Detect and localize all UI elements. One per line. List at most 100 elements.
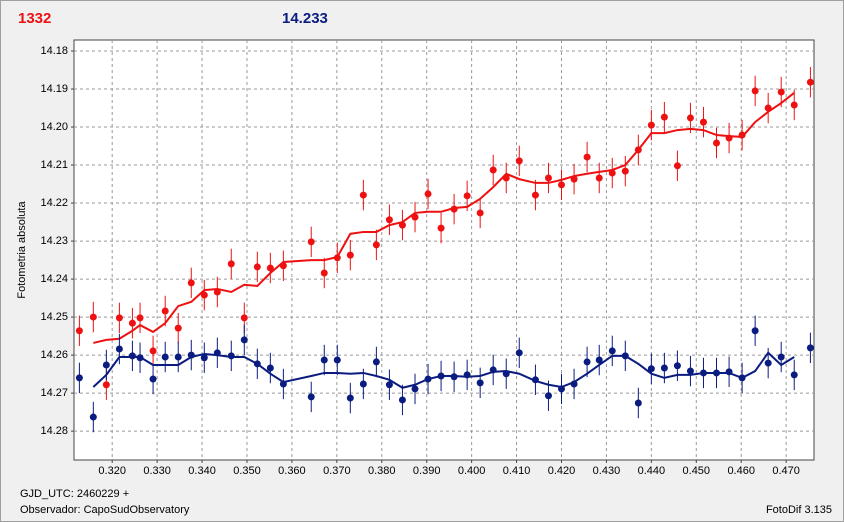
data-point xyxy=(647,121,655,129)
data-point xyxy=(279,262,287,270)
data-point xyxy=(115,345,123,353)
x-tick-label: 0.350 xyxy=(233,465,261,477)
series-label: 1332 xyxy=(18,10,51,27)
data-point xyxy=(751,87,759,95)
data-point xyxy=(489,366,497,374)
data-point xyxy=(320,356,328,364)
data-point xyxy=(570,175,578,183)
data-point xyxy=(385,216,393,224)
data-point xyxy=(450,205,458,213)
data-point xyxy=(89,413,97,421)
data-point xyxy=(686,367,694,375)
data-point xyxy=(557,385,565,393)
data-point xyxy=(227,260,235,268)
data-point xyxy=(75,327,83,335)
data-point xyxy=(595,356,603,364)
data-point xyxy=(660,364,668,372)
data-point xyxy=(174,353,182,361)
x-tick-label: 0.400 xyxy=(458,465,486,477)
y-tick-label: 14.21 xyxy=(40,159,68,171)
data-point xyxy=(570,380,578,388)
data-point xyxy=(372,358,380,366)
y-tick-label: 14.26 xyxy=(40,349,68,361)
data-point xyxy=(544,174,552,182)
x-tick-label: 0.330 xyxy=(143,465,171,477)
data-point xyxy=(102,381,110,389)
data-point xyxy=(320,269,328,277)
y-tick-label: 14.19 xyxy=(40,83,68,95)
data-point xyxy=(333,254,341,262)
data-point xyxy=(240,336,248,344)
data-point xyxy=(102,361,110,369)
series-label: 14.233 xyxy=(282,10,328,27)
data-point xyxy=(75,374,83,382)
data-point xyxy=(699,118,707,126)
x-tick-label: 0.440 xyxy=(638,465,666,477)
x-tick-label: 0.460 xyxy=(727,465,755,477)
data-point xyxy=(544,392,552,400)
data-point xyxy=(806,344,814,352)
y-tick-label: 14.20 xyxy=(40,121,68,133)
data-point xyxy=(149,375,157,383)
x-tick-label: 0.390 xyxy=(413,465,441,477)
data-point xyxy=(359,380,367,388)
data-point xyxy=(174,324,182,332)
data-point xyxy=(279,380,287,388)
data-point xyxy=(531,376,539,384)
data-point xyxy=(411,213,419,221)
data-point xyxy=(608,169,616,177)
data-point xyxy=(476,209,484,217)
data-point xyxy=(738,374,746,382)
x-tick-label: 0.320 xyxy=(98,465,126,477)
data-point xyxy=(502,370,510,378)
data-point xyxy=(346,394,354,402)
data-point xyxy=(333,356,341,364)
y-tick-label: 14.28 xyxy=(40,425,68,437)
data-point xyxy=(634,146,642,154)
data-point xyxy=(450,373,458,381)
data-point xyxy=(89,313,97,321)
data-point xyxy=(725,368,733,376)
data-point xyxy=(161,307,169,315)
y-axis-label: Fotometria absoluta xyxy=(16,201,28,299)
data-point xyxy=(699,369,707,377)
data-point xyxy=(213,349,221,357)
footer-text: GJD_UTC: 2460229 + xyxy=(20,488,129,500)
data-point xyxy=(307,238,315,246)
data-point xyxy=(240,314,248,322)
data-point xyxy=(346,251,354,259)
data-point xyxy=(200,354,208,362)
data-point xyxy=(115,314,123,322)
data-point xyxy=(136,314,144,322)
data-point xyxy=(515,157,523,165)
data-point xyxy=(777,353,785,361)
fit-line xyxy=(92,351,795,389)
data-point xyxy=(437,372,445,380)
data-point xyxy=(266,264,274,272)
data-point xyxy=(557,181,565,189)
data-point xyxy=(307,393,315,401)
x-tick-label: 0.420 xyxy=(548,465,576,477)
data-point xyxy=(200,291,208,299)
data-point xyxy=(583,153,591,161)
data-point xyxy=(673,162,681,170)
x-tick-label: 0.450 xyxy=(683,465,711,477)
data-point xyxy=(398,396,406,404)
data-point xyxy=(253,263,261,271)
data-point xyxy=(686,114,694,122)
x-tick-label: 0.470 xyxy=(772,465,800,477)
data-point xyxy=(136,354,144,362)
data-point xyxy=(738,131,746,139)
x-tick-label: 0.410 xyxy=(503,465,531,477)
data-point xyxy=(777,88,785,96)
x-tick-label: 0.370 xyxy=(323,465,351,477)
fit-line xyxy=(93,92,795,344)
data-point xyxy=(149,347,157,355)
data-point xyxy=(227,352,235,360)
data-point xyxy=(463,192,471,200)
data-point xyxy=(502,174,510,182)
data-point xyxy=(713,369,721,377)
footer-text: FotoDif 3.135 xyxy=(766,504,832,516)
data-point xyxy=(424,375,432,383)
data-point xyxy=(806,78,814,86)
